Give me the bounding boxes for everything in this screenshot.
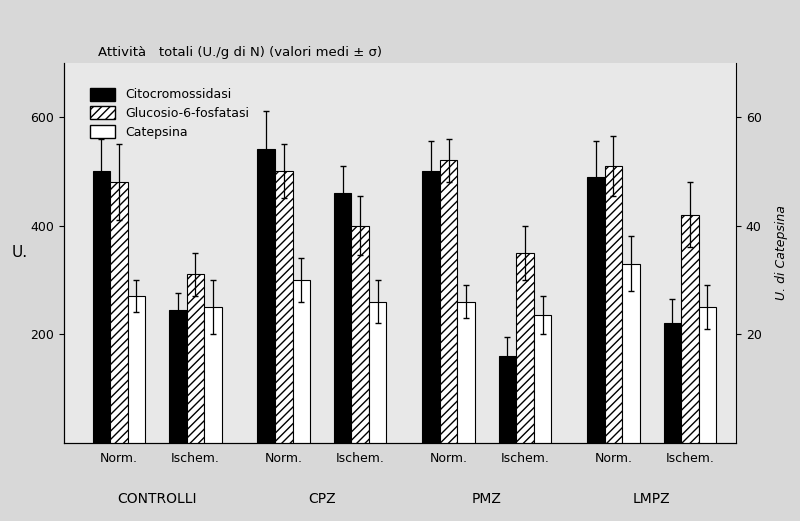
Bar — [605, 166, 622, 443]
Bar — [369, 302, 386, 443]
Bar — [698, 307, 716, 443]
Bar — [622, 264, 640, 443]
Bar — [440, 160, 458, 443]
Text: PMZ: PMZ — [472, 492, 502, 506]
Text: LMPZ: LMPZ — [633, 492, 670, 506]
Bar — [204, 307, 222, 443]
Bar — [587, 177, 605, 443]
Bar — [681, 215, 698, 443]
Bar — [258, 150, 275, 443]
Bar — [275, 171, 293, 443]
Bar — [93, 171, 110, 443]
Bar — [186, 275, 204, 443]
Bar — [169, 309, 186, 443]
Bar — [498, 356, 516, 443]
Bar — [128, 296, 146, 443]
Text: CONTROLLI: CONTROLLI — [118, 492, 197, 506]
Text: Attività   totali (U./g di N) (valori medi ± σ): Attività totali (U./g di N) (valori medi… — [98, 46, 382, 59]
Bar — [351, 226, 369, 443]
Legend: Citocromossidasi, Glucosio-6-fosfatasi, Catepsina: Citocromossidasi, Glucosio-6-fosfatasi, … — [90, 88, 250, 139]
Bar — [422, 171, 440, 443]
Y-axis label: U.: U. — [11, 245, 27, 260]
Bar — [534, 315, 551, 443]
Bar — [458, 302, 475, 443]
Bar — [663, 324, 681, 443]
Text: CPZ: CPZ — [308, 492, 336, 506]
Bar — [293, 280, 310, 443]
Y-axis label: U. di Catepsina: U. di Catepsina — [775, 205, 789, 300]
Bar — [334, 193, 351, 443]
Bar — [110, 182, 128, 443]
Bar — [516, 253, 534, 443]
